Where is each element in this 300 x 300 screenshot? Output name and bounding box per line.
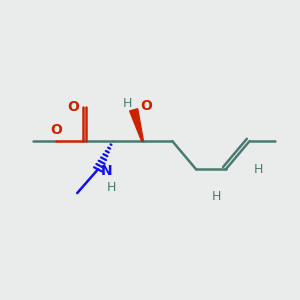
Polygon shape [130, 109, 143, 141]
Text: O: O [50, 123, 62, 137]
Text: O: O [140, 99, 152, 113]
Text: H: H [212, 190, 222, 202]
Text: H: H [107, 181, 116, 194]
Text: H: H [254, 163, 263, 176]
Text: H: H [123, 98, 132, 110]
Text: O: O [68, 100, 80, 114]
Text: N: N [101, 164, 112, 178]
